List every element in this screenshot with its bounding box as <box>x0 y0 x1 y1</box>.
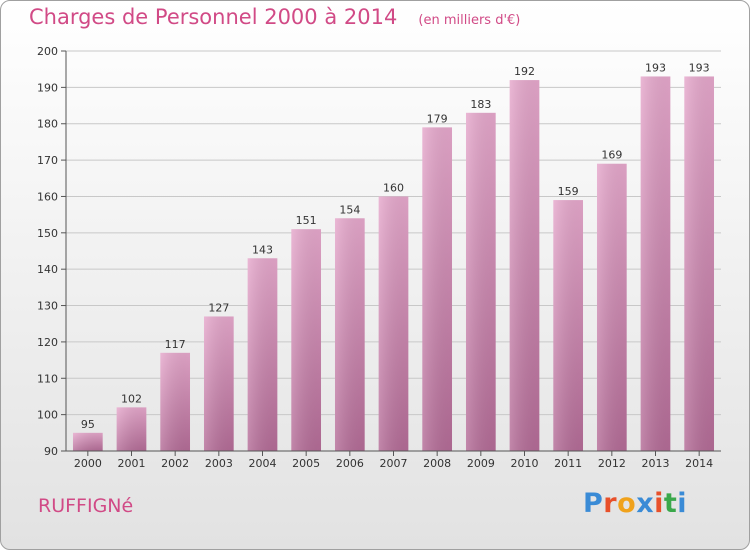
y-tick-label: 160 <box>37 190 58 203</box>
bar-value-label: 117 <box>165 338 186 351</box>
bar-shading <box>247 258 278 451</box>
x-tick-label: 2012 <box>598 457 626 470</box>
x-tick-label: 2004 <box>249 457 277 470</box>
bar-shading <box>596 163 627 451</box>
y-tick-label: 130 <box>37 300 58 313</box>
x-tick-label: 2003 <box>205 457 233 470</box>
bar-layer: 95 102 117 127 143 151 154 160 179 183 192 159 169 19… <box>72 61 715 452</box>
chart-title: Charges de Personnel 2000 à 2014 <box>29 5 398 29</box>
bar-shading <box>465 112 496 452</box>
bar-shading <box>684 76 715 452</box>
x-tick-label: 2010 <box>511 457 539 470</box>
x-tick-label: 2006 <box>336 457 364 470</box>
x-tick-label: 2002 <box>161 457 189 470</box>
bar-value-label: 169 <box>601 149 622 162</box>
x-tick-label: 2014 <box>685 457 713 470</box>
logo-letter: P <box>583 488 604 519</box>
y-tick-label: 170 <box>37 154 58 167</box>
bar-value-label: 154 <box>339 203 360 216</box>
y-tick-label: 120 <box>37 336 58 349</box>
x-tick-label: 2009 <box>467 457 495 470</box>
y-tick-label: 100 <box>37 409 58 422</box>
x-tick-label: 2011 <box>554 457 582 470</box>
x-tick-label: 2008 <box>423 457 451 470</box>
x-tick-label: 2007 <box>380 457 408 470</box>
y-tick-label: 90 <box>44 445 58 458</box>
bar-shading <box>509 80 540 451</box>
logo-letter: i <box>677 488 688 519</box>
bar-value-label: 159 <box>558 185 579 198</box>
chart-subtitle: (en milliers d'€) <box>418 13 521 28</box>
y-tick-label: 150 <box>37 227 58 240</box>
proxiti-logo[interactable]: Proxiti <box>583 488 687 519</box>
bar-value-label: 151 <box>296 214 317 227</box>
bar-value-label: 143 <box>252 243 273 256</box>
y-tick-label: 180 <box>37 118 58 131</box>
bar-shading <box>640 76 671 452</box>
logo-letter: x <box>636 488 655 519</box>
x-tick-label: 2013 <box>642 457 670 470</box>
bar-shading <box>553 200 584 451</box>
y-tick-label: 140 <box>37 263 58 276</box>
x-tick-label: 2005 <box>292 457 320 470</box>
title-row: Charges de Personnel 2000 à 2014 (en mil… <box>29 5 520 29</box>
y-tick-label: 200 <box>37 45 58 58</box>
bar-value-label: 160 <box>383 181 404 194</box>
bar-shading <box>334 218 365 451</box>
bar-shading <box>378 196 409 451</box>
bar-shading <box>422 127 453 451</box>
bar-shading <box>291 229 322 451</box>
y-tick-label: 190 <box>37 81 58 94</box>
bar-shading <box>116 407 147 451</box>
bar-shading <box>203 316 234 451</box>
x-tick-label: 2001 <box>118 457 146 470</box>
axis-layer: 90 100 110 120 130 140 150 160 170 180 190 200 2000 2… <box>37 45 721 470</box>
logo-letter: i <box>654 488 664 519</box>
bar-value-label: 193 <box>645 61 666 74</box>
bar-value-label: 95 <box>81 418 95 431</box>
logo-letter: r <box>603 488 618 519</box>
x-tick-label: 2000 <box>74 457 102 470</box>
logo-letter: o <box>617 488 637 519</box>
bar-shading <box>160 352 191 451</box>
y-tick-label: 110 <box>37 372 58 385</box>
bar-value-label: 127 <box>208 301 229 314</box>
bar-value-label: 102 <box>121 392 142 405</box>
commune-name: RUFFIGNé <box>38 495 134 517</box>
bar-value-label: 193 <box>689 61 710 74</box>
logo-letter: t <box>663 488 678 519</box>
bar-shading <box>72 432 103 451</box>
bar-value-label: 179 <box>427 112 448 125</box>
bar-value-label: 183 <box>470 98 491 111</box>
bar-value-label: 192 <box>514 65 535 78</box>
